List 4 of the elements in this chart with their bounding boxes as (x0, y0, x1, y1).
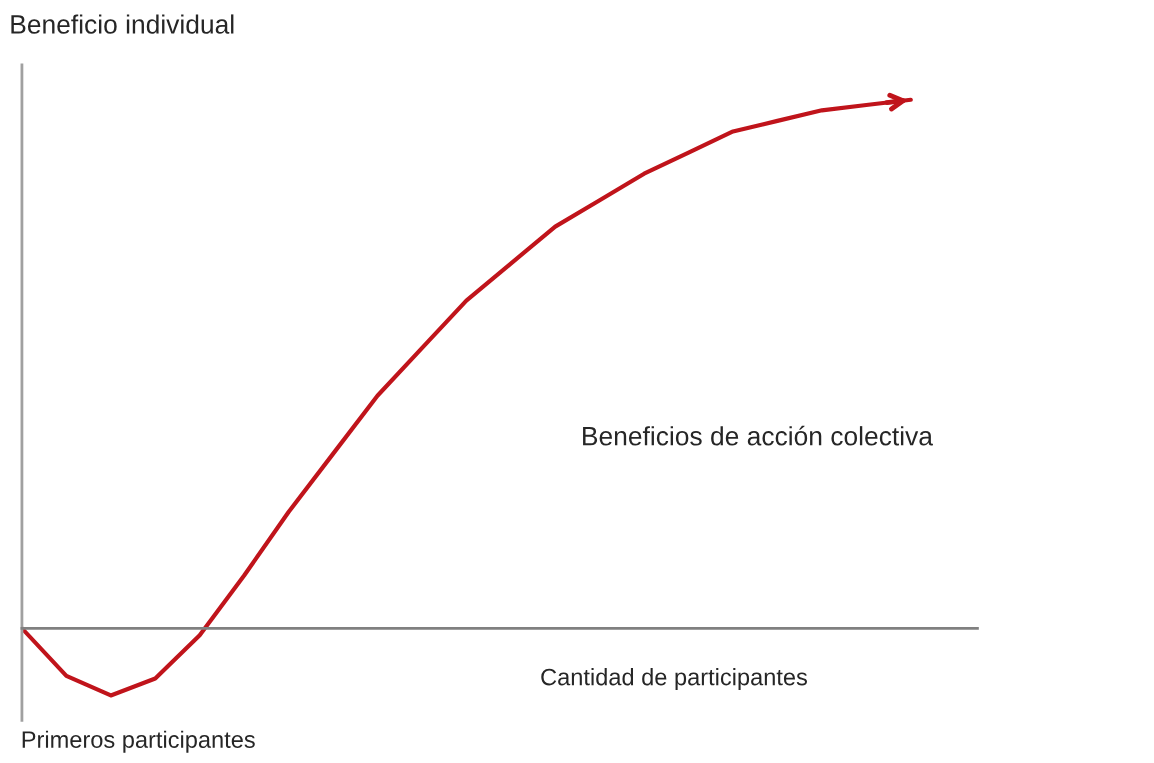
text: Primeros participantes (22, 730, 255, 753)
x-axis-title: Cantidad de participantes (541, 668, 807, 691)
text: Beneficios de acción colectiva (583, 425, 933, 446)
y-axis-title: Beneficio individual (11, 14, 234, 34)
